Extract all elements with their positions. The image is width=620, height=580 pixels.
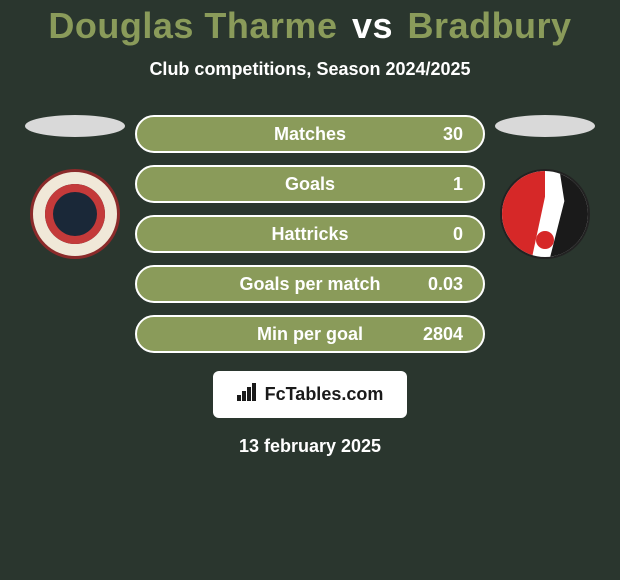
club-logo-right	[500, 169, 590, 259]
stats-list: Matches 30 Goals 1 Hattricks 0 Goals per…	[135, 115, 485, 353]
stat-label: Matches	[274, 124, 346, 145]
stat-label: Goals	[285, 174, 335, 195]
chart-icon	[237, 383, 259, 406]
player2-name: Bradbury	[408, 5, 572, 46]
page-title: Douglas Tharme vs Bradbury	[0, 5, 620, 47]
stat-label: Goals per match	[239, 274, 380, 295]
stat-row-mpg: Min per goal 2804	[135, 315, 485, 353]
stat-value: 0.03	[428, 274, 463, 295]
comparison-card: Douglas Tharme vs Bradbury Club competit…	[0, 0, 620, 457]
source-badge: FcTables.com	[213, 371, 408, 418]
subtitle: Club competitions, Season 2024/2025	[0, 59, 620, 80]
stat-row-gpm: Goals per match 0.03	[135, 265, 485, 303]
left-column	[15, 115, 135, 259]
stat-row-goals: Goals 1	[135, 165, 485, 203]
stat-value: 0	[453, 224, 463, 245]
right-column	[485, 115, 605, 259]
content-row: Matches 30 Goals 1 Hattricks 0 Goals per…	[0, 115, 620, 353]
stat-row-matches: Matches 30	[135, 115, 485, 153]
player2-placeholder	[495, 115, 595, 137]
stat-value: 2804	[423, 324, 463, 345]
date-text: 13 february 2025	[0, 436, 620, 457]
stat-label: Min per goal	[257, 324, 363, 345]
stat-label: Hattricks	[271, 224, 348, 245]
logo-right-ball-shape	[536, 231, 554, 249]
logo-right-graphic	[502, 171, 588, 257]
club-logo-left	[30, 169, 120, 259]
stat-row-hattricks: Hattricks 0	[135, 215, 485, 253]
stat-value: 1	[453, 174, 463, 195]
player1-placeholder	[25, 115, 125, 137]
stat-value: 30	[443, 124, 463, 145]
vs-text: vs	[352, 5, 393, 46]
badge-container: FcTables.com	[0, 371, 620, 418]
player1-name: Douglas Tharme	[48, 5, 337, 46]
badge-text: FcTables.com	[265, 384, 384, 405]
